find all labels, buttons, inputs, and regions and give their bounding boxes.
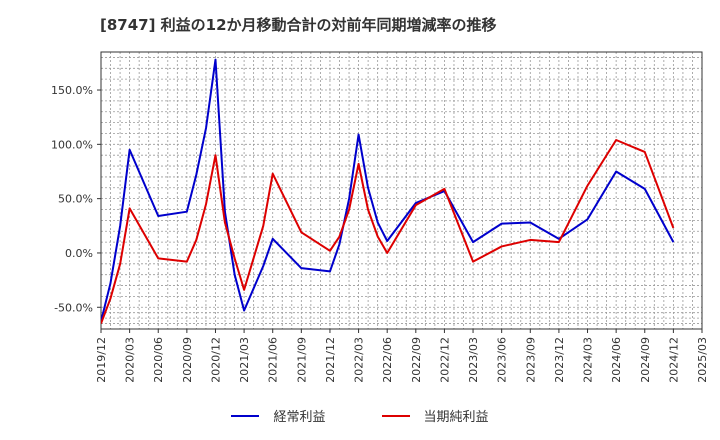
series-line-2 — [101, 138, 675, 324]
x-tick-label: 2020/12 — [209, 337, 222, 383]
x-tick-label: 2022/09 — [410, 337, 423, 383]
x-tick-label: 2020/09 — [181, 337, 194, 383]
x-tick-label: 2025/03 — [696, 337, 709, 383]
x-tick-label: 2023/06 — [496, 337, 509, 383]
legend-label-series-1: 経常利益 — [273, 410, 326, 425]
x-tick-label: 2020/03 — [124, 337, 137, 383]
x-tick-label: 2023/09 — [524, 337, 537, 383]
legend-item-series-2: 当期純利益 — [381, 406, 489, 425]
x-tick-label: 2022/12 — [438, 337, 451, 383]
x-tick-label: 2023/12 — [553, 337, 566, 383]
x-tick-label: 2022/03 — [353, 337, 366, 383]
plot-area — [101, 52, 702, 329]
x-tick-label: 2021/12 — [324, 337, 337, 383]
x-tick-label: 2024/03 — [582, 337, 595, 383]
y-tick-label: 150.0% — [51, 84, 93, 97]
y-tick-label: 0.0% — [65, 247, 93, 260]
x-tick-label: 2024/12 — [667, 337, 680, 383]
x-tick-label: 2020/06 — [152, 337, 165, 383]
legend: 経常利益 当期純利益 — [0, 406, 720, 425]
x-tick-label: 2021/06 — [267, 337, 280, 383]
x-tick-label: 2019/12 — [95, 337, 108, 383]
x-tick-label: 2021/09 — [295, 337, 308, 383]
legend-label-series-2: 当期純利益 — [423, 410, 489, 425]
y-tick-label: 50.0% — [58, 193, 93, 206]
x-tick-label: 2021/03 — [238, 337, 251, 383]
y-tick-label: 100.0% — [51, 138, 93, 151]
legend-swatch-series-2 — [381, 414, 410, 417]
legend-item-series-1: 経常利益 — [231, 406, 326, 425]
chart-title: [8747] 利益の12か月移動合計の対前年同期増減率の推移 — [100, 16, 497, 34]
y-tick-label: -50.0% — [54, 301, 93, 314]
series-line-1 — [101, 58, 675, 322]
plot-frame — [100, 51, 703, 330]
legend-swatch-series-1 — [231, 414, 260, 417]
x-tick-label: 2022/06 — [381, 337, 394, 383]
x-tick-label: 2023/03 — [467, 337, 480, 383]
x-tick-label: 2024/06 — [610, 337, 623, 383]
x-tick-label: 2024/09 — [639, 337, 652, 383]
